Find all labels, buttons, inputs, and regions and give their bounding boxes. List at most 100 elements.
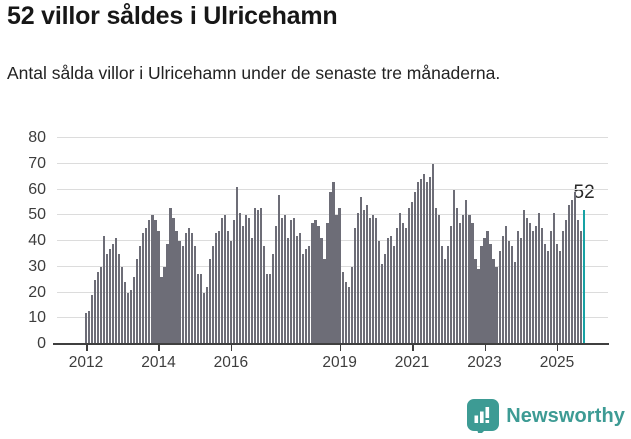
bar (459, 222, 462, 344)
chart-subtitle: Antal sålda villor i Ulricehamn under de… (7, 63, 501, 83)
bar (151, 215, 154, 344)
bar (398, 212, 402, 344)
bar (323, 259, 326, 344)
bar (281, 217, 284, 344)
bar (456, 207, 459, 344)
x-tick-label: 2012 (68, 354, 104, 371)
bar (175, 230, 178, 344)
bar (525, 217, 528, 344)
bar (163, 266, 166, 344)
bar (531, 230, 534, 344)
bar (353, 228, 356, 344)
bar (96, 271, 100, 344)
bar (220, 217, 223, 344)
bar (244, 215, 248, 344)
y-tick-label: 30 (28, 257, 46, 275)
bar (293, 217, 296, 344)
bar (347, 287, 350, 344)
x-tick-label: 2019 (322, 354, 357, 371)
bar (247, 217, 251, 344)
bar (570, 199, 574, 344)
bar (489, 243, 492, 344)
bar (410, 202, 414, 344)
bar (528, 222, 531, 344)
bar (317, 225, 320, 344)
bar (416, 181, 420, 344)
x-tick-label: 2023 (467, 354, 502, 371)
brand-name: Newsworthy (506, 404, 625, 427)
bar (253, 207, 257, 344)
bar (305, 248, 308, 344)
bar (423, 174, 426, 344)
bar (320, 238, 323, 344)
bar (335, 215, 338, 344)
bar (232, 220, 236, 344)
gridline (57, 137, 608, 138)
bar (522, 210, 525, 344)
bar (124, 282, 127, 344)
bar (540, 228, 543, 344)
bar (504, 225, 507, 344)
y-tick-label: 60 (28, 180, 46, 198)
bar (112, 243, 115, 344)
y-tick-label: 70 (28, 154, 46, 172)
y-tick-label: 0 (37, 335, 46, 352)
x-axis-line (53, 343, 609, 345)
x-tick (158, 345, 160, 351)
bar (395, 228, 399, 344)
bar (284, 215, 287, 344)
x-tick-label: 2014 (141, 354, 176, 371)
bar (290, 220, 293, 344)
bar (103, 235, 106, 344)
bar (546, 251, 549, 344)
x-tick-label: 2016 (213, 354, 249, 371)
bar (238, 212, 242, 344)
bar (513, 261, 516, 344)
bar (549, 230, 552, 344)
bar (299, 233, 302, 344)
bar (181, 246, 184, 344)
bar (543, 243, 546, 344)
bar (338, 207, 341, 344)
bar (447, 246, 450, 344)
bar (477, 269, 480, 344)
bar (235, 186, 239, 344)
bar (256, 210, 260, 344)
bar (187, 228, 190, 344)
bar (136, 259, 139, 344)
bar (326, 222, 329, 344)
bar (93, 279, 97, 344)
bar (365, 204, 368, 344)
bar (426, 181, 429, 344)
brand-footer: Newsworthy (467, 399, 625, 433)
x-tick (230, 345, 233, 351)
bar (311, 222, 314, 344)
bar (90, 295, 94, 344)
bar (84, 313, 88, 344)
bar (106, 253, 109, 344)
bar (217, 230, 220, 344)
bar (377, 241, 380, 344)
bar (296, 235, 299, 344)
bar (486, 230, 489, 344)
bar (329, 192, 332, 344)
bar (266, 274, 269, 344)
bar (519, 238, 522, 344)
bar (133, 277, 136, 344)
bar (211, 246, 214, 344)
bar (250, 238, 254, 344)
bar (127, 292, 130, 344)
bar (453, 189, 456, 344)
bar (368, 217, 371, 344)
bar (407, 207, 411, 344)
bar (498, 251, 501, 344)
bar (401, 222, 405, 344)
bar (380, 264, 383, 344)
highlight-value-label: 52 (573, 182, 595, 204)
x-axis-labels: 2012 2014 2016 2019 2021 2023 2025 (0, 345, 631, 385)
bar (561, 230, 565, 344)
bar (441, 246, 444, 344)
bar (580, 230, 583, 344)
bar (302, 253, 305, 344)
bar (184, 233, 187, 344)
